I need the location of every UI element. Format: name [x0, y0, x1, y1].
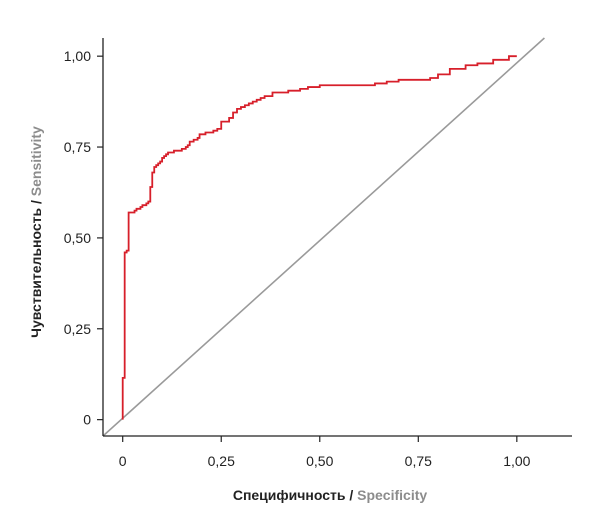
y-axis-ticks: 0 0,25 0,50 0,75 1,00: [64, 48, 103, 428]
x-axis-title: Специфичность / Specificity: [233, 487, 428, 503]
y-axis-title-ru: Чувствительность: [28, 207, 44, 337]
y-axis-title-en: Sensitivity: [28, 126, 44, 196]
y-tick-label: 1,00: [64, 48, 91, 64]
x-tick-label: 0,50: [306, 453, 333, 469]
x-tick-label: 0: [119, 453, 127, 469]
y-tick-label: 0: [83, 412, 91, 428]
reference-diagonal-layer: [102, 37, 545, 437]
y-tick-label: 0,50: [64, 230, 91, 246]
axes: [102, 38, 572, 437]
y-tick-label: 0,75: [64, 139, 91, 155]
x-axis-ticks: 0 0,25 0,50 0,75 1,00: [119, 436, 531, 469]
x-tick-label: 0,25: [208, 453, 235, 469]
x-tick-label: 1,00: [503, 453, 530, 469]
reference-diagonal-line: [102, 37, 545, 437]
x-axis-title-ru: Специфичность: [233, 487, 346, 503]
x-tick-label: 0,75: [405, 453, 432, 469]
roc-curve-line: [121, 55, 517, 420]
x-axis-title-separator: /: [345, 487, 357, 503]
roc-curve-layer: [121, 55, 517, 420]
y-axis-title: Чувствительность / Sensitivity: [28, 126, 44, 338]
y-axis-title-separator: /: [28, 196, 44, 208]
x-axis-title-en: Specificity: [357, 487, 427, 503]
y-tick-label: 0,25: [64, 321, 91, 337]
